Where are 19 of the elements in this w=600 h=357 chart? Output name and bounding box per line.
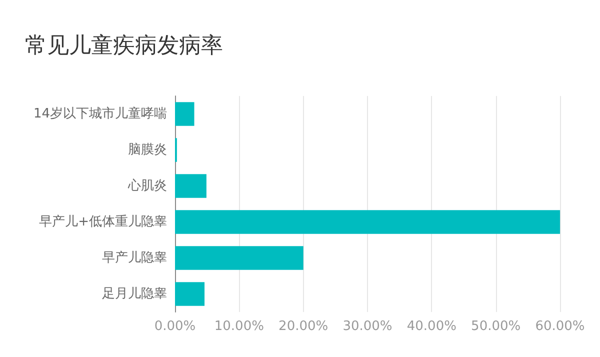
bar [175, 174, 206, 198]
y-tick-label: 早产儿隐睾 [102, 250, 167, 266]
y-tick-label: 早产儿+低体重儿隐睾 [39, 214, 167, 230]
x-tick-label: 30.00% [342, 319, 392, 334]
chart-title: 常见儿童疾病发病率 [25, 34, 223, 58]
x-tick-label: 10.00% [214, 319, 264, 334]
bar [175, 102, 194, 126]
bar [175, 210, 560, 234]
x-tick-label: 50.00% [471, 319, 521, 334]
x-tick-label: 40.00% [406, 319, 456, 334]
bar [175, 246, 304, 270]
y-tick-label: 脑膜炎 [128, 142, 167, 158]
x-tick-label: 60.00% [535, 319, 585, 334]
x-tick-label: 0.00% [154, 319, 196, 334]
y-tick-label: 心肌炎 [127, 178, 167, 194]
y-tick-label: 14岁以下城市儿童哮喘 [33, 106, 167, 122]
x-tick-label: 20.00% [278, 319, 328, 334]
bar [175, 282, 205, 306]
y-tick-label: 足月儿隐睾 [102, 286, 167, 302]
